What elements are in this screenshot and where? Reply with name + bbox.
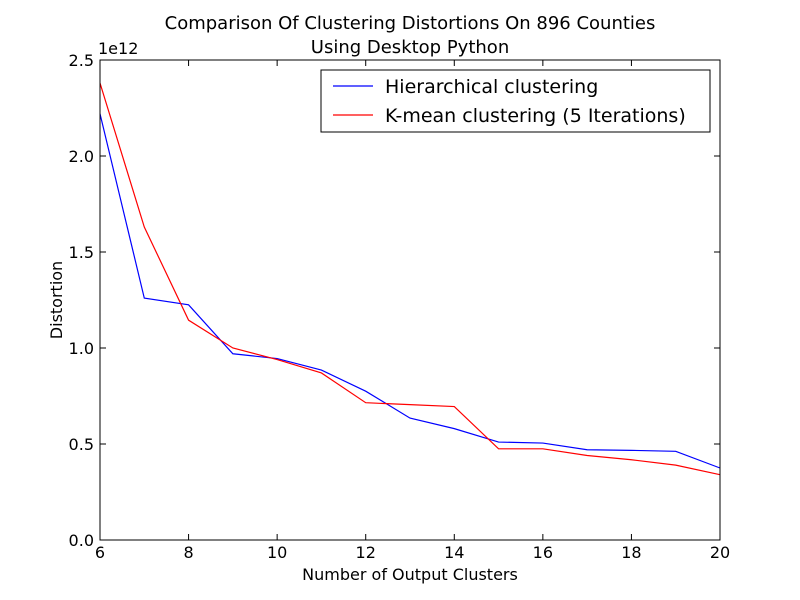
x-tick-label: 16 (533, 543, 553, 562)
y-tick-label: 1.0 (69, 339, 94, 358)
legend-label-kmeans: K-mean clustering (5 Iterations) (385, 105, 686, 127)
y-tick-label: 2.5 (69, 51, 94, 70)
series-line-1 (99, 82, 721, 476)
legend-frame (320, 69, 711, 133)
x-tick-label: 6 (95, 543, 105, 562)
x-tick-label: 8 (183, 543, 193, 562)
chart-title-line2: Using Desktop Python (311, 37, 509, 58)
x-tick-label: 14 (444, 543, 464, 562)
tick-layer: 6 8 10 12 14 16 18 20 0.0 0.5 1.0 1.5 2.0 2.5 (69, 51, 731, 562)
legend: Hierarchical clustering K-mean clusterin… (320, 69, 711, 133)
x-tick-label: 12 (356, 543, 376, 562)
plot-background (100, 60, 720, 540)
plot-frame (99, 59, 721, 541)
y-tick-label: 2.0 (69, 147, 94, 166)
series-layer (99, 82, 721, 476)
y-tick-label: 0.0 (69, 531, 94, 550)
x-tick-label: 20 (710, 543, 730, 562)
y-tick-label: 1.5 (69, 243, 94, 262)
x-tick-label: 10 (267, 543, 287, 562)
plot-area: 6 8 10 12 14 16 18 20 0.0 0.5 1.0 1.5 2.0 2.5 (69, 51, 731, 562)
x-axis-label: Number of Output Clusters (302, 565, 518, 584)
chart-title-line1: Comparison Of Clustering Distortions On … (165, 13, 656, 34)
series-line-0 (99, 113, 721, 469)
legend-label-hierarchical: Hierarchical clustering (385, 76, 598, 98)
y-offset-label: 1e12 (98, 39, 138, 58)
y-tick-label: 0.5 (69, 435, 94, 454)
y-axis-label: Distortion (47, 261, 66, 339)
x-tick-label: 18 (621, 543, 641, 562)
